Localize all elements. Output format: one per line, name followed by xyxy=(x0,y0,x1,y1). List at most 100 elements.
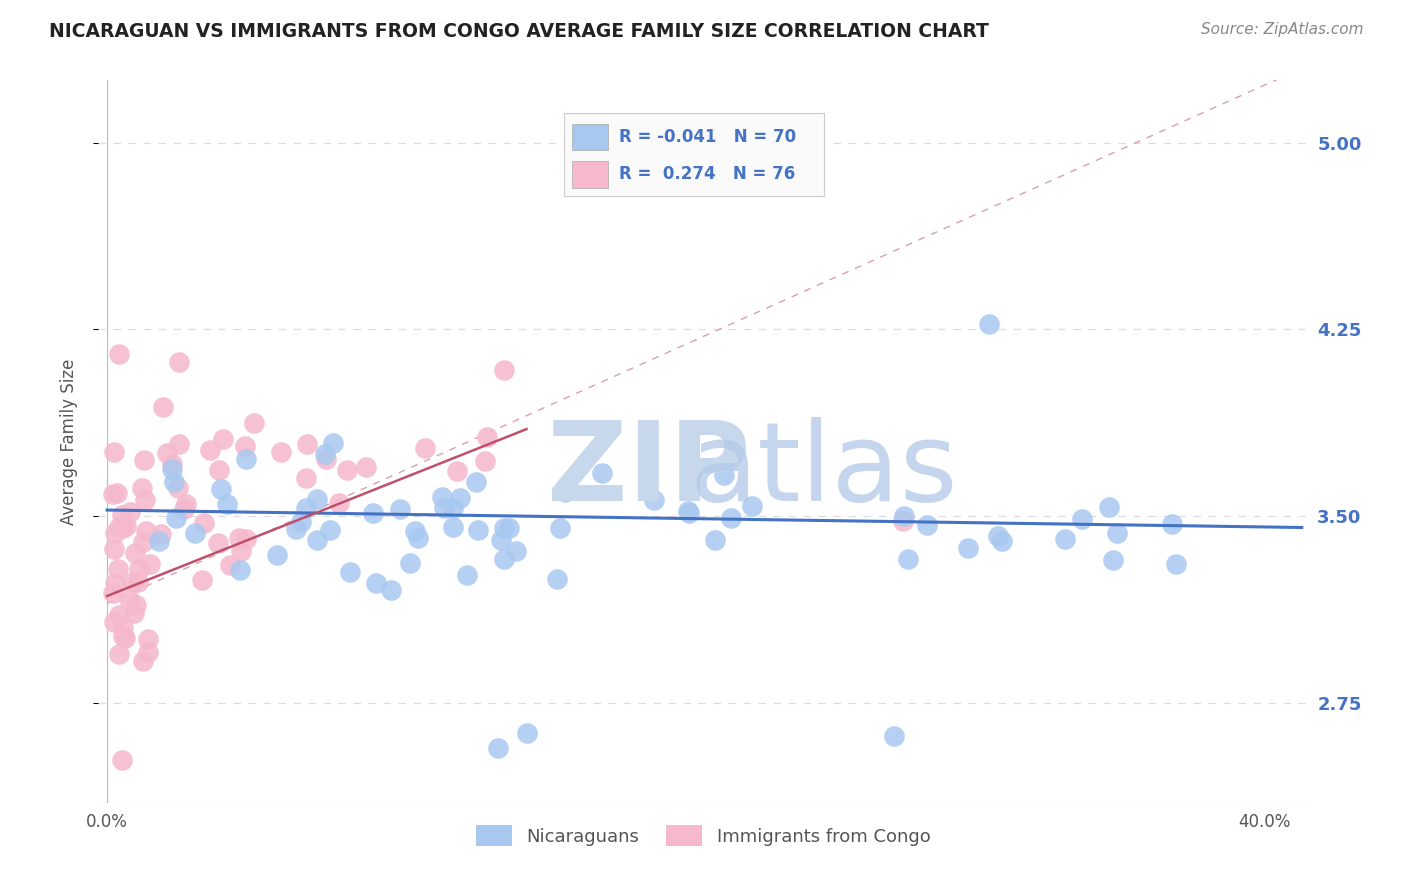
Point xyxy=(211,482,233,496)
Point xyxy=(550,521,572,535)
Point xyxy=(217,497,239,511)
Point xyxy=(446,464,468,478)
Point xyxy=(307,533,329,548)
Point xyxy=(184,526,207,541)
Point xyxy=(456,567,478,582)
Point xyxy=(366,576,388,591)
Point xyxy=(136,632,159,646)
Point xyxy=(464,475,486,490)
Point xyxy=(228,531,250,545)
Point xyxy=(643,493,665,508)
Point xyxy=(489,533,512,548)
Point xyxy=(135,524,157,538)
Point xyxy=(449,491,471,505)
Point xyxy=(235,532,257,546)
Point xyxy=(441,520,464,534)
Point xyxy=(114,631,136,645)
Point xyxy=(294,471,316,485)
Y-axis label: Average Family Size: Average Family Size xyxy=(59,359,77,524)
Point xyxy=(404,524,426,538)
Point xyxy=(713,467,735,482)
Point xyxy=(315,452,337,467)
Point xyxy=(361,506,384,520)
Point xyxy=(167,481,190,495)
Point xyxy=(107,608,129,623)
Text: atlas: atlas xyxy=(690,417,957,524)
Point xyxy=(122,606,145,620)
Point xyxy=(125,598,148,612)
Point xyxy=(139,558,162,572)
Point xyxy=(1164,557,1187,571)
Point xyxy=(891,514,914,528)
Point xyxy=(720,510,742,524)
Point xyxy=(108,647,131,661)
Point xyxy=(678,503,700,517)
Point xyxy=(318,523,340,537)
Point xyxy=(956,541,979,555)
Point xyxy=(191,573,214,587)
Point xyxy=(104,575,127,590)
Point xyxy=(198,442,221,457)
Point xyxy=(354,460,377,475)
Point xyxy=(152,400,174,414)
Point xyxy=(103,541,125,556)
Point xyxy=(413,441,436,455)
Point xyxy=(103,487,125,501)
Point xyxy=(399,556,422,570)
Point xyxy=(1098,500,1121,515)
Point xyxy=(979,318,1001,332)
Point xyxy=(132,654,155,668)
Point xyxy=(295,437,318,451)
Point xyxy=(208,463,231,477)
Point xyxy=(173,502,195,516)
Point xyxy=(169,355,191,369)
Point xyxy=(591,466,613,480)
Point xyxy=(107,485,129,500)
Point xyxy=(112,520,135,534)
Point xyxy=(243,417,266,431)
Point xyxy=(1105,526,1128,541)
Point xyxy=(128,561,150,575)
Point xyxy=(285,523,308,537)
Point xyxy=(270,444,292,458)
Point xyxy=(131,481,153,495)
Point xyxy=(162,462,184,476)
Point xyxy=(433,500,456,515)
Point xyxy=(430,491,453,505)
Point xyxy=(124,546,146,560)
Point xyxy=(389,501,412,516)
Point xyxy=(120,505,142,519)
Point xyxy=(136,645,159,659)
Point xyxy=(1053,532,1076,546)
Point xyxy=(162,457,184,471)
Point xyxy=(121,574,143,589)
Point xyxy=(231,544,253,558)
Point xyxy=(741,499,763,513)
Point xyxy=(167,436,190,450)
Point xyxy=(897,551,920,566)
Point xyxy=(492,520,515,534)
Point xyxy=(987,529,1010,543)
Point xyxy=(492,552,515,566)
Point xyxy=(314,447,336,461)
Point xyxy=(486,741,509,756)
Point xyxy=(915,518,938,533)
Text: NICARAGUAN VS IMMIGRANTS FROM CONGO AVERAGE FAMILY SIZE CORRELATION CHART: NICARAGUAN VS IMMIGRANTS FROM CONGO AVER… xyxy=(49,22,988,41)
Point xyxy=(229,563,252,577)
Point xyxy=(103,526,125,541)
Point xyxy=(703,533,725,548)
Point xyxy=(218,558,240,572)
Point xyxy=(295,501,318,516)
Point xyxy=(305,491,328,506)
Point xyxy=(477,430,499,444)
Point xyxy=(336,463,359,477)
Text: ZIP: ZIP xyxy=(547,417,751,524)
Point xyxy=(134,492,156,507)
Point xyxy=(156,445,179,459)
Point xyxy=(150,526,173,541)
Point xyxy=(107,347,129,361)
Point xyxy=(115,519,138,533)
Point xyxy=(515,726,537,740)
Point xyxy=(1070,511,1092,525)
Point xyxy=(174,497,197,511)
